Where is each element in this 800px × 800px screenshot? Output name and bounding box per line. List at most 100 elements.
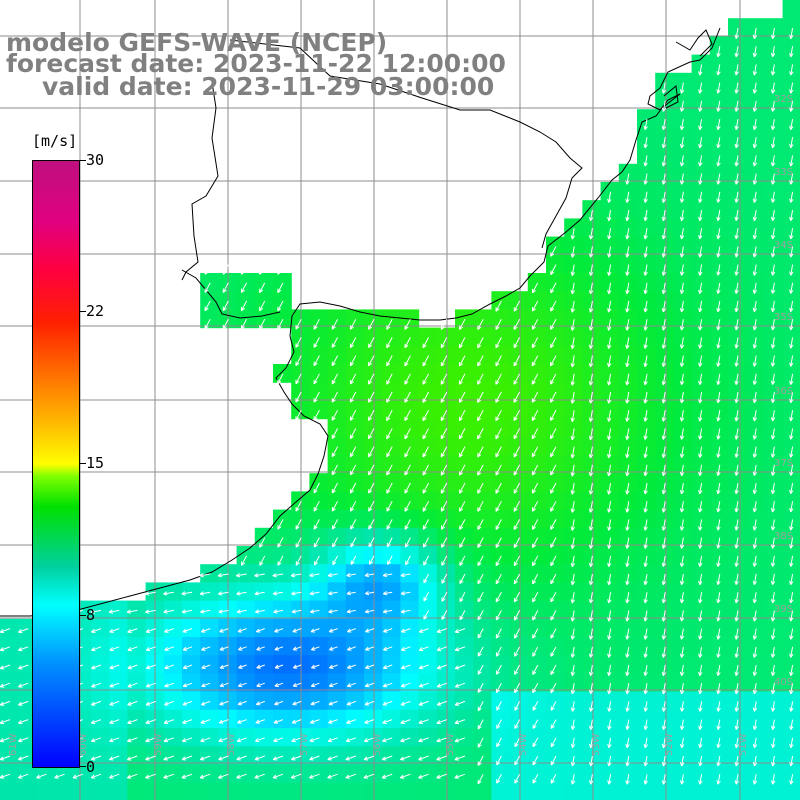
wind-cell: [746, 782, 765, 800]
wind-arrow: [716, 701, 721, 712]
wind-cell: [782, 637, 800, 656]
wind-cell: [273, 364, 292, 383]
wind-cell: [618, 327, 638, 347]
wind-arrow: [550, 701, 557, 711]
wind-cell: [746, 54, 765, 74]
wind-arrow: [200, 719, 211, 724]
wind-arrow: [643, 610, 648, 622]
wind-arrow: [272, 755, 284, 761]
wind-cell: [364, 509, 383, 529]
wind-cell: [618, 400, 638, 420]
wind-cell: [618, 473, 638, 492]
wind-arrow: [734, 555, 739, 567]
wind-arrow: [400, 628, 411, 633]
wind-cell: [345, 364, 365, 383]
wind-arrow: [327, 773, 338, 779]
wind-arrow: [716, 391, 721, 404]
title-model: modelo GEFS-WAVE (NCEP): [6, 28, 388, 57]
wind-arrow: [698, 282, 703, 294]
wind-cell: [509, 582, 529, 602]
wind-arrow: [752, 410, 758, 422]
wind-cell: [637, 655, 656, 674]
wind-cell: [582, 673, 602, 693]
wind-cell: [345, 655, 365, 674]
wind-arrow: [18, 737, 29, 743]
wind-cell: [637, 273, 656, 292]
wind-arrow: [254, 755, 265, 761]
wind-cell: [327, 436, 347, 456]
wind-cell: [673, 618, 693, 638]
wind-arrow: [404, 391, 411, 403]
wind-arrow: [91, 646, 102, 652]
wind-arrow: [163, 737, 174, 743]
wind-cell: [655, 673, 674, 693]
wind-cell: [728, 564, 747, 583]
wind-arrow: [331, 482, 339, 494]
wind-cell: [728, 18, 747, 37]
wind-arrow: [292, 646, 302, 651]
wind-arrow: [679, 100, 685, 112]
wind-arrow: [328, 628, 338, 633]
wind-cell: [782, 491, 800, 511]
wind-arrow: [477, 500, 484, 512]
wind-arrow: [752, 282, 758, 294]
wind-cell: [345, 746, 365, 765]
wind-arrow: [404, 500, 411, 512]
wind-cell: [637, 418, 656, 438]
wind-cell: [364, 364, 383, 383]
wind-arrow: [679, 482, 685, 495]
wind-cell: [764, 655, 784, 674]
wind-cell: [564, 236, 583, 256]
wind-cell: [254, 709, 274, 729]
wind-cell: [400, 637, 420, 656]
wind-cell: [400, 746, 420, 765]
wind-arrow: [423, 591, 430, 602]
wind-cell: [382, 782, 401, 800]
wind-cell: [309, 637, 329, 656]
wind-arrow: [327, 755, 338, 761]
wind-cell: [782, 436, 800, 456]
wind-arrow: [404, 409, 411, 422]
wind-cell: [400, 364, 420, 383]
wind-cell: [327, 473, 347, 492]
wind-cell: [709, 236, 729, 256]
wind-cell: [600, 746, 620, 765]
wind-arrow: [752, 537, 758, 549]
wind-arrow: [643, 701, 648, 712]
wind-cell: [764, 327, 784, 347]
wind-cell: [691, 291, 711, 310]
wind-cell: [91, 782, 110, 800]
wind-arrow: [436, 773, 447, 779]
wind-arrow: [607, 592, 612, 604]
wind-arrow: [643, 246, 648, 258]
wind-cell: [582, 764, 602, 784]
wind-cell: [709, 291, 729, 310]
wind-cell: [728, 218, 747, 238]
wind-cell: [746, 200, 765, 219]
wind-cell: [473, 546, 492, 565]
wind-arrow: [679, 573, 685, 586]
wind-cell: [436, 473, 456, 492]
wind-arrow: [607, 355, 612, 368]
wind-cell: [91, 655, 110, 674]
wind-arrow: [550, 337, 557, 349]
wind-arrow: [331, 464, 339, 476]
wind-cell: [728, 527, 747, 547]
wind-arrow: [716, 592, 721, 604]
wind-arrow: [625, 391, 630, 404]
wind-arrow: [643, 191, 648, 203]
wind-cell: [746, 327, 765, 347]
wind-cell: [455, 527, 474, 547]
wind-cell: [709, 728, 729, 747]
wind-cell: [673, 764, 693, 784]
wind-arrow: [679, 118, 685, 130]
wind-arrow: [661, 628, 667, 640]
wind-cell: [400, 455, 420, 474]
wind-cell: [655, 182, 674, 201]
wind-cell: [673, 746, 693, 765]
wind-cell: [455, 382, 474, 401]
wind-arrow: [237, 682, 247, 688]
wind-arrow: [770, 46, 776, 58]
wind-arrow: [126, 773, 138, 779]
wind-arrow: [418, 700, 429, 706]
